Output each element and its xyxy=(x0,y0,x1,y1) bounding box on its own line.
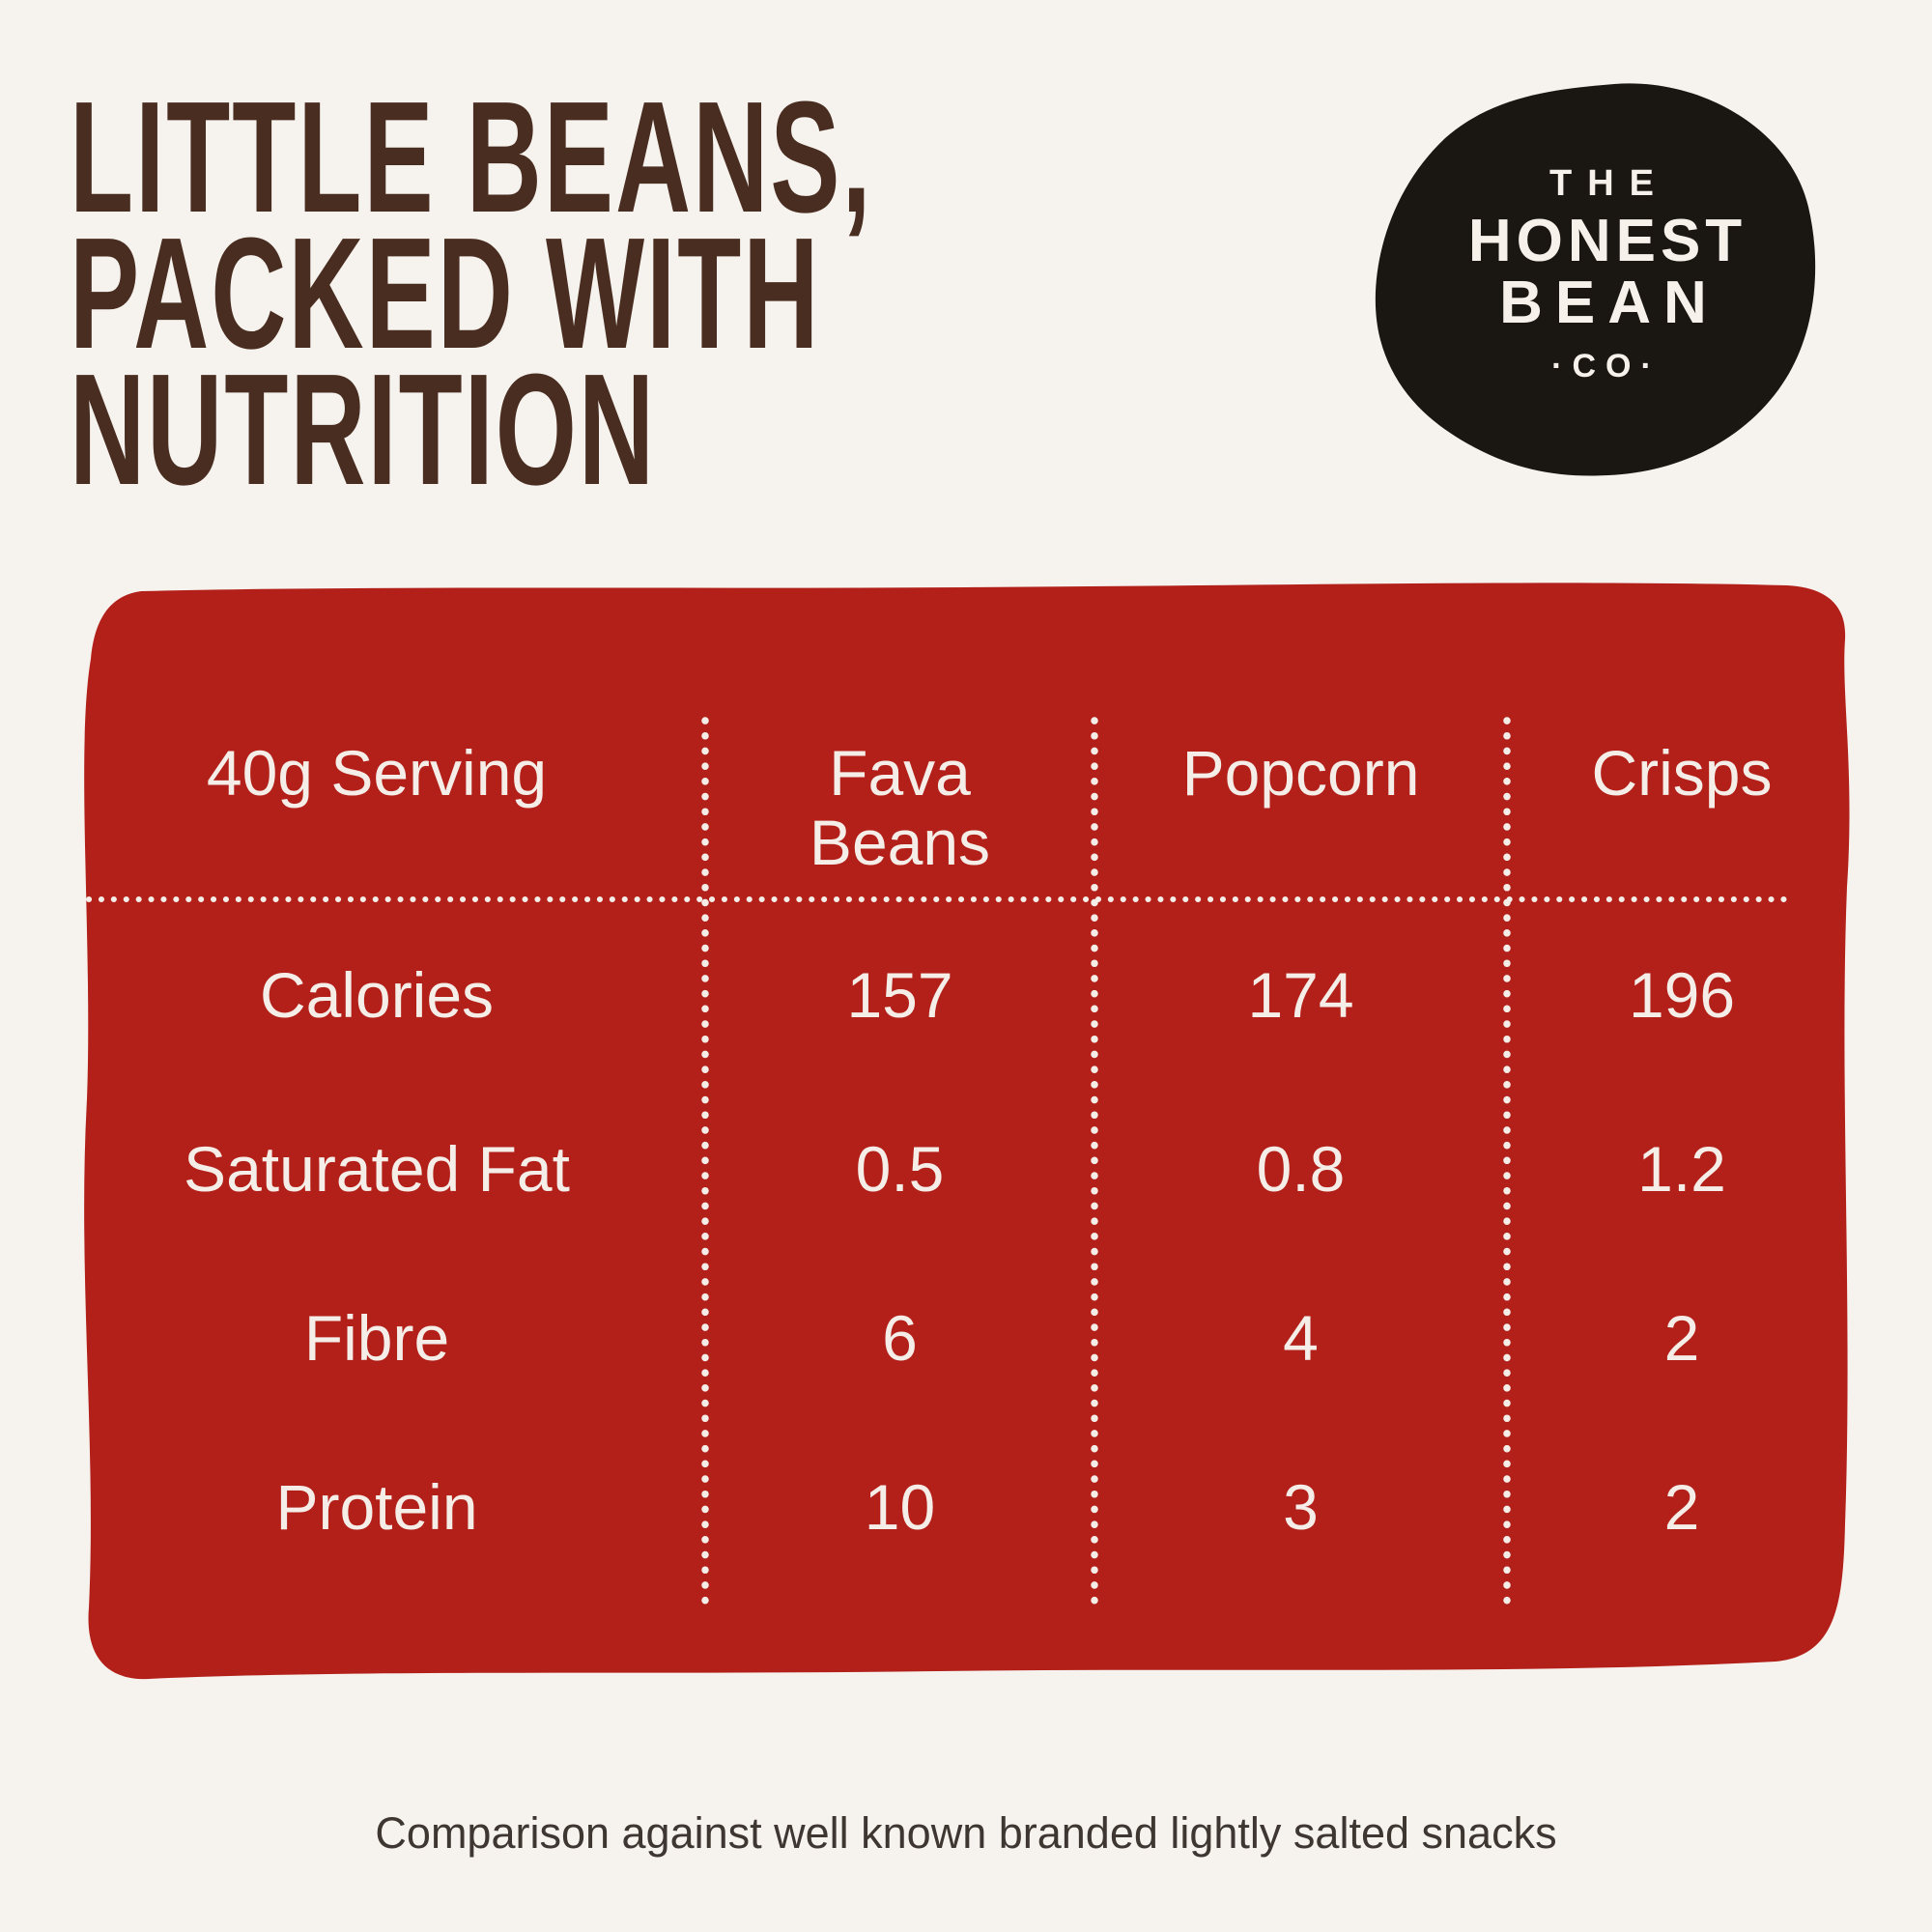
row-saturated-fat-crisps: 1.2 xyxy=(1637,1133,1726,1205)
row-fibre-label: Fibre xyxy=(303,1302,450,1374)
panel-shape xyxy=(84,582,1850,1680)
page-title: LITTLE BEANS, PACKED WITH NUTRITION xyxy=(70,69,1287,518)
row-protein-popcorn: 3 xyxy=(1283,1471,1319,1543)
logo-blob-shape xyxy=(1375,83,1816,476)
row-saturated-fat-fava: 0.5 xyxy=(855,1133,945,1205)
panel-background xyxy=(84,582,1850,1680)
row-calories-label: Calories xyxy=(259,959,495,1031)
row-protein-label: Protein xyxy=(275,1471,478,1543)
page-title-line-2: PACKED WITH xyxy=(70,205,821,382)
logo-text-the: THE xyxy=(1549,163,1669,204)
row-protein-crisps: 2 xyxy=(1663,1471,1700,1543)
row-calories-fava: 157 xyxy=(846,959,953,1031)
row-fibre-crisps: 2 xyxy=(1663,1302,1700,1374)
table-header-serving: 40g Serving xyxy=(206,737,548,809)
table-header-fava-beans: Fava Beans xyxy=(809,737,991,878)
page-title-line-1: LITTLE BEANS, xyxy=(70,69,873,245)
nutrition-comparison-panel: 40g Serving Fava Beans Popcorn Crisps Ca… xyxy=(48,578,1857,1710)
page-title-line-3: NUTRITION xyxy=(70,341,657,518)
footnote-caption: Comparison against well known branded li… xyxy=(375,1808,1557,1858)
row-protein-fava: 10 xyxy=(864,1471,936,1543)
row-fibre-popcorn: 4 xyxy=(1283,1302,1319,1374)
table-header-popcorn: Popcorn xyxy=(1181,737,1420,809)
brand-logo: THE HONEST BEAN ·CO· xyxy=(1375,83,1816,476)
logo-text-co: ·CO· xyxy=(1551,348,1662,384)
table-header-crisps: Crisps xyxy=(1591,737,1773,809)
row-fibre-fava: 6 xyxy=(882,1302,918,1374)
logo-text-honest: HONEST xyxy=(1468,208,1747,274)
row-saturated-fat-popcorn: 0.8 xyxy=(1256,1133,1346,1205)
logo-text-bean: BEAN xyxy=(1499,270,1719,336)
row-calories-popcorn: 174 xyxy=(1247,959,1354,1031)
row-calories-crisps: 196 xyxy=(1628,959,1736,1031)
row-saturated-fat-label: Saturated Fat xyxy=(184,1133,570,1205)
